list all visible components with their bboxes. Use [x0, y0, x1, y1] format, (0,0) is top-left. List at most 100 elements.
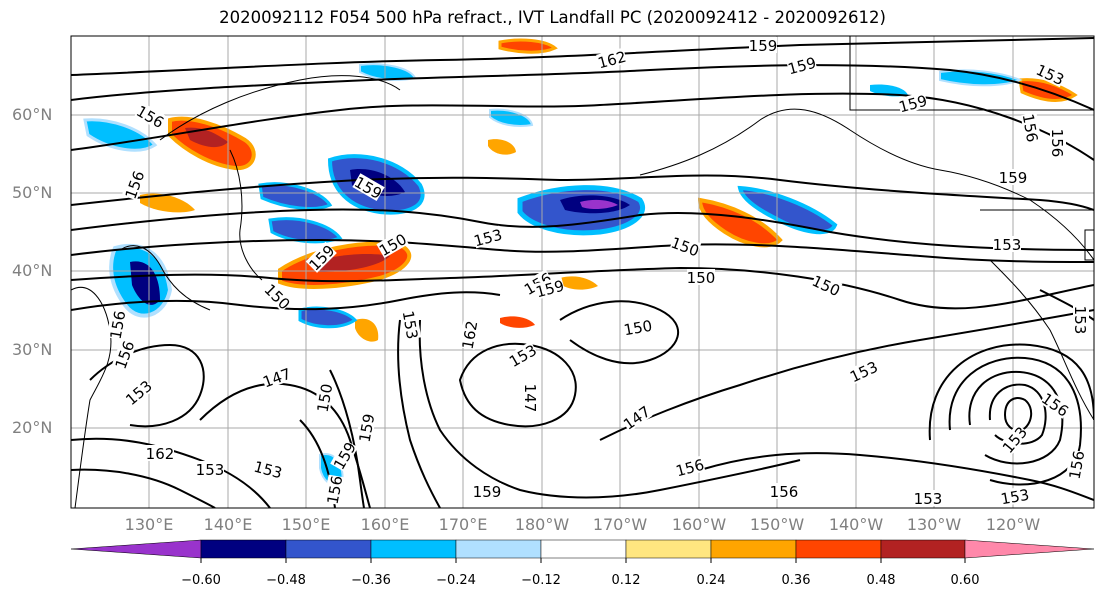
contour-label: 153	[399, 309, 422, 340]
contour-label: 159	[999, 169, 1028, 187]
contour-label-bg	[473, 483, 501, 499]
colorbar-label: 0.12	[611, 573, 641, 588]
colorbar-segment-4	[455, 539, 542, 559]
contour-label: 156	[1066, 449, 1089, 480]
contour-label-bg	[352, 173, 385, 202]
contour-label: 153	[914, 490, 943, 508]
contour-label-bg	[999, 169, 1027, 185]
contour-label-bg	[1065, 449, 1087, 481]
colorbar-segment-1	[200, 539, 287, 559]
contour-label: 150	[668, 234, 701, 261]
contour-label-bg	[196, 461, 224, 477]
contour-label-bg	[999, 485, 1031, 507]
lon-label-170w: 170°W	[592, 515, 648, 534]
lon-label-170e: 170°E	[438, 515, 488, 534]
colorbar-segment-7	[710, 539, 797, 559]
contour-label-bg	[810, 271, 843, 299]
contour-label-bg	[596, 47, 628, 71]
contour-label-bg	[770, 483, 798, 499]
contour-label: 153	[122, 377, 156, 409]
contour-label: 150	[314, 382, 337, 413]
lat-label-40n: 40°N	[12, 261, 53, 280]
contour-label: 162	[596, 48, 628, 73]
colorbar-label: −0.60	[181, 573, 221, 588]
colorbar	[70, 539, 1095, 559]
colorbar-segment-5	[540, 539, 627, 559]
colorbar-label: −0.24	[436, 573, 476, 588]
lon-label-140e: 140°E	[203, 515, 253, 534]
contour-label: 156	[770, 483, 799, 501]
contour-label-bg	[260, 364, 293, 390]
contour-label-bg	[534, 276, 566, 300]
colorbar-label: −0.48	[266, 573, 306, 588]
contour-label-bg	[134, 102, 167, 131]
contour-label-bg	[897, 91, 929, 115]
contour-label: 153	[993, 236, 1022, 254]
lat-label-20n: 20°N	[12, 418, 53, 437]
contour-label-bg	[786, 53, 818, 77]
contour-label: 150	[809, 272, 843, 300]
contour-label: 153	[999, 486, 1030, 509]
contour-label-bg	[252, 457, 284, 481]
contour-label: 162	[146, 445, 175, 463]
contour-label-bg	[674, 455, 706, 479]
contour-label-bg	[687, 269, 715, 285]
contour-label-bg	[669, 233, 702, 259]
colorbar-label: −0.36	[351, 573, 391, 588]
lon-label-150w: 150°W	[749, 515, 805, 534]
contour-label-bg	[622, 316, 654, 338]
colorbar-segment-3	[370, 539, 457, 559]
contour-label: 156	[1019, 112, 1042, 143]
contour-label-bg	[111, 338, 137, 371]
contour-label: 150	[687, 269, 716, 287]
contour-label: 156	[112, 338, 139, 371]
contour-label: 156	[107, 309, 130, 340]
colorbar-label: 0.60	[950, 573, 980, 588]
contour-label-bg	[376, 230, 409, 259]
colorbar-label: 0.36	[781, 573, 811, 588]
contour-label-bg	[749, 37, 777, 53]
colorbar-ticks	[200, 558, 966, 563]
contour-label: 153	[472, 226, 504, 251]
contour-label: 159	[473, 483, 502, 501]
contour-label-bg	[400, 309, 422, 341]
colorbar-label: 0.24	[696, 573, 726, 588]
colorbar-label: −0.12	[521, 573, 561, 588]
contour-label-bg	[1073, 306, 1089, 334]
contour-label-bg	[323, 474, 345, 506]
contour-label: 156	[674, 456, 706, 481]
height-contours	[71, 37, 1094, 508]
lon-label-140w: 140°W	[828, 515, 884, 534]
colorbar-segment-6	[625, 539, 712, 559]
contour-label: 156	[1048, 129, 1066, 158]
lon-label-160w: 160°W	[671, 515, 727, 534]
lat-label-50n: 50°N	[12, 183, 53, 202]
contour-label-bg	[330, 439, 359, 472]
contour-label: 159	[356, 412, 379, 443]
contour-label-bg	[847, 357, 880, 385]
contour-label: 156	[1038, 389, 1072, 420]
colorbar-label: 0.48	[866, 573, 896, 588]
lon-label-120w: 120°W	[985, 515, 1041, 534]
lon-label-150e: 150°E	[281, 515, 331, 534]
contour-label: 159	[786, 54, 818, 79]
lon-label-130e: 130°E	[124, 515, 174, 534]
lat-label-60n: 60°N	[12, 105, 53, 124]
contour-label: 147	[521, 384, 539, 413]
contour-label: 150	[622, 317, 653, 340]
contour-label: 162	[459, 319, 482, 350]
map-title: 2020092112 F054 500 hPa refract., IVT La…	[219, 8, 886, 27]
contour-label: 153	[252, 458, 284, 483]
contour-label-bg	[122, 377, 155, 408]
contour-label-bg	[620, 402, 653, 432]
contour-label-bg	[146, 445, 174, 461]
contour-label: 159	[749, 37, 778, 55]
lon-label-160e: 160°E	[360, 515, 410, 534]
contour-label-bg	[506, 341, 539, 370]
colorbar-segment-10	[964, 539, 1095, 559]
colorbar-segment-0	[70, 539, 202, 559]
lon-label-130w: 130°W	[906, 515, 962, 534]
contour-label: 156	[133, 102, 167, 132]
contour-label-bg	[1034, 60, 1067, 88]
